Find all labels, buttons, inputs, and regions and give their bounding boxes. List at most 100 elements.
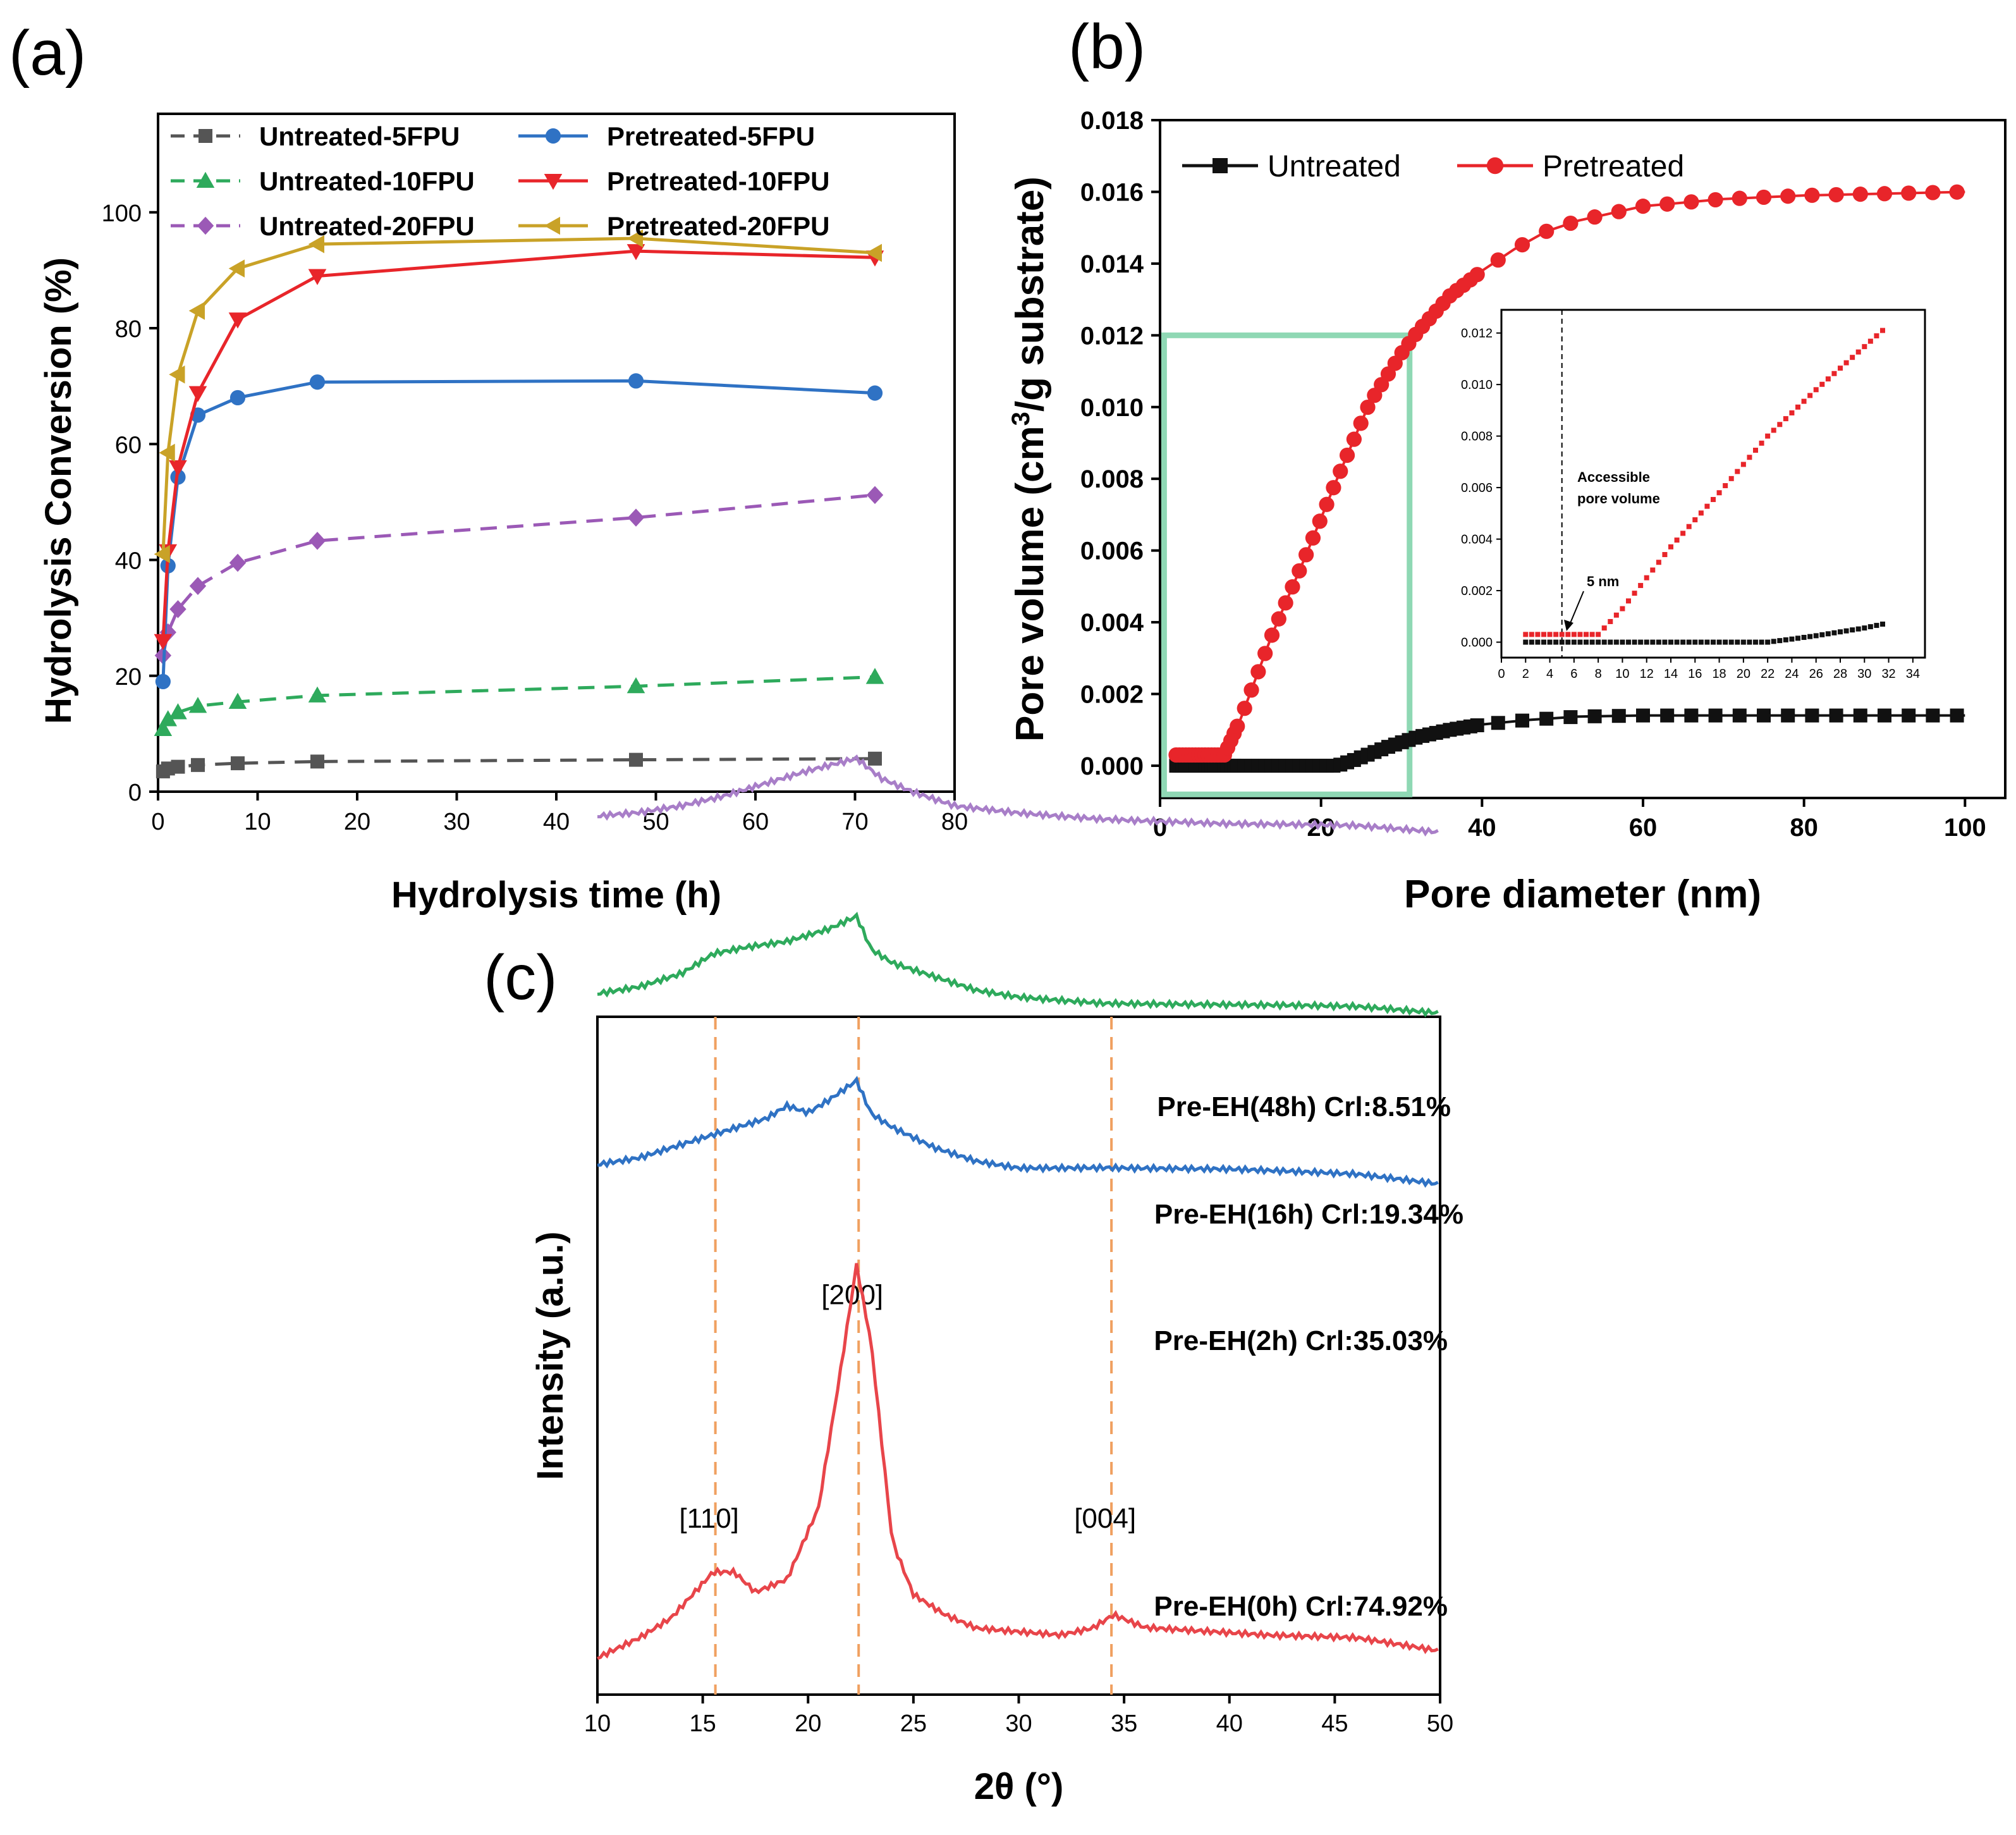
inset-data-point <box>1807 634 1813 639</box>
inset-data-point <box>1608 639 1613 645</box>
inset-data-point <box>1692 639 1698 645</box>
data-point <box>626 244 645 261</box>
legend-marker <box>199 129 212 143</box>
inset-data-point <box>1728 476 1734 481</box>
series-Pretreated <box>1168 184 1965 763</box>
legend-marker <box>1213 158 1228 173</box>
data-point <box>154 545 170 563</box>
data-point <box>169 460 187 477</box>
xrd-series: Pre-EH(16h) Crl:19.34% <box>597 911 1463 1230</box>
xrd-series: Pre-EH(48h) Crl:8.51% <box>597 754 1451 1122</box>
inset-data-point <box>1608 618 1613 624</box>
inset-b: 0 2 4 6 8 10 12 14 16 18 20 22 24 26 28 30 32 340.0000.00… <box>1461 309 1926 681</box>
data-point <box>308 686 327 703</box>
data-point <box>191 758 205 772</box>
y-axis-label-part: Pore volume (cm <box>1008 426 1052 742</box>
data-point <box>159 710 178 727</box>
inset-data-point <box>1662 639 1668 645</box>
y-axis-label-c: Intensity (a.u.) <box>530 1231 571 1480</box>
data-point <box>1491 716 1505 730</box>
inset-data-point <box>1571 632 1577 637</box>
data-point <box>1326 480 1341 496</box>
inset-data-point <box>1819 381 1825 387</box>
legend-label: Untreated-20FPU <box>259 211 475 241</box>
data-point <box>1683 194 1699 210</box>
data-point <box>1285 579 1300 595</box>
xrd-series-label: Pre-EH(48h) Crl:8.51% <box>1157 1091 1451 1122</box>
data-point <box>1852 187 1868 202</box>
inset-data-point <box>1740 462 1746 467</box>
inset-data-point <box>1862 344 1867 350</box>
inset-data-point <box>1698 639 1704 645</box>
inset-x-tick-label: 4 <box>1546 667 1553 681</box>
data-point <box>1708 708 1723 723</box>
y-tick-label-a: 80 <box>115 316 142 343</box>
legend-marker <box>197 216 214 235</box>
inset-data-point <box>1535 639 1541 645</box>
inset-data-point <box>1529 639 1534 645</box>
y-axis-label-a: Hydrolysis Conversion (%) <box>38 257 79 724</box>
inset-x-tick-label: 2 <box>1522 667 1529 681</box>
series-Untreated-10FPU <box>154 668 884 737</box>
inset-data-point <box>1723 483 1728 489</box>
inset-data-point <box>1596 639 1601 645</box>
y-tick-label-a: 60 <box>115 432 142 458</box>
inset-data-point <box>1650 639 1656 645</box>
inset-data-point <box>1838 365 1843 371</box>
inset-data-point <box>1674 639 1680 645</box>
series-line <box>161 379 876 682</box>
inset-data-point <box>1874 623 1879 629</box>
inset-data-point <box>1584 632 1589 637</box>
inset-data-point <box>1789 410 1795 415</box>
inset-y-tick-label: 0.000 <box>1461 636 1493 650</box>
y-tick-label-b: 0.016 <box>1080 178 1144 206</box>
data-point <box>1949 184 1965 200</box>
inset-data-point <box>1656 639 1661 645</box>
inset-data-point <box>1789 636 1795 642</box>
x-tick-label-a: 80 <box>941 809 968 835</box>
inset-data-point <box>1674 537 1680 543</box>
inset-data-point <box>1626 598 1631 604</box>
data-point <box>1305 530 1321 546</box>
data-point <box>1292 563 1307 579</box>
data-point <box>1230 718 1245 734</box>
xrd-series-label: Pre-EH(2h) Crl:35.03% <box>1154 1325 1448 1356</box>
x-tick-label-a: 40 <box>543 809 570 835</box>
highlight-box <box>1161 332 1413 797</box>
y-tick-label-a: 40 <box>115 548 142 575</box>
inset-frame <box>1500 309 1926 659</box>
y-axis-label-superscript: 3 <box>1007 412 1035 426</box>
legend-label: Pretreated <box>1543 150 1684 183</box>
inset-data-point <box>1801 635 1807 641</box>
data-point <box>1780 188 1796 204</box>
series-line <box>161 249 876 641</box>
inset-data-point <box>1613 612 1619 618</box>
panel-label-c: (c) <box>484 942 558 1013</box>
data-point <box>155 673 171 690</box>
inset-data-point <box>1662 552 1668 558</box>
y-tick-label-b: 0.008 <box>1080 465 1144 493</box>
data-point <box>1636 708 1650 723</box>
y-tick-label-a: 0 <box>128 780 142 806</box>
inset-data-point <box>1867 338 1873 344</box>
inset-data-point <box>1620 639 1625 645</box>
inset-data-point <box>1632 591 1637 596</box>
x-tick-label-c: 25 <box>900 1710 927 1737</box>
data-point <box>1319 496 1335 512</box>
inset-data-point <box>1644 639 1649 645</box>
inset-data-point <box>1783 416 1788 422</box>
data-point <box>1312 513 1328 529</box>
y-tick-label-b: 0.018 <box>1080 107 1144 135</box>
data-point <box>1635 199 1651 214</box>
data-point <box>1829 708 1843 723</box>
inset-data-point <box>1716 639 1722 645</box>
inset-data-point <box>1759 639 1764 645</box>
inset-data-point <box>1813 633 1819 639</box>
inset-data-point <box>1867 624 1873 630</box>
inset-data-point <box>1668 544 1673 549</box>
chart-a-hydrolysis-conversion: 0 10 20 30 40 50 60 70 80020406080100Hydrolysis … <box>38 113 968 916</box>
y-tick-label-b: 0.004 <box>1080 609 1144 637</box>
inset-data-point <box>1771 427 1776 433</box>
y-tick-label-a: 100 <box>102 200 142 227</box>
data-point <box>1563 710 1578 725</box>
